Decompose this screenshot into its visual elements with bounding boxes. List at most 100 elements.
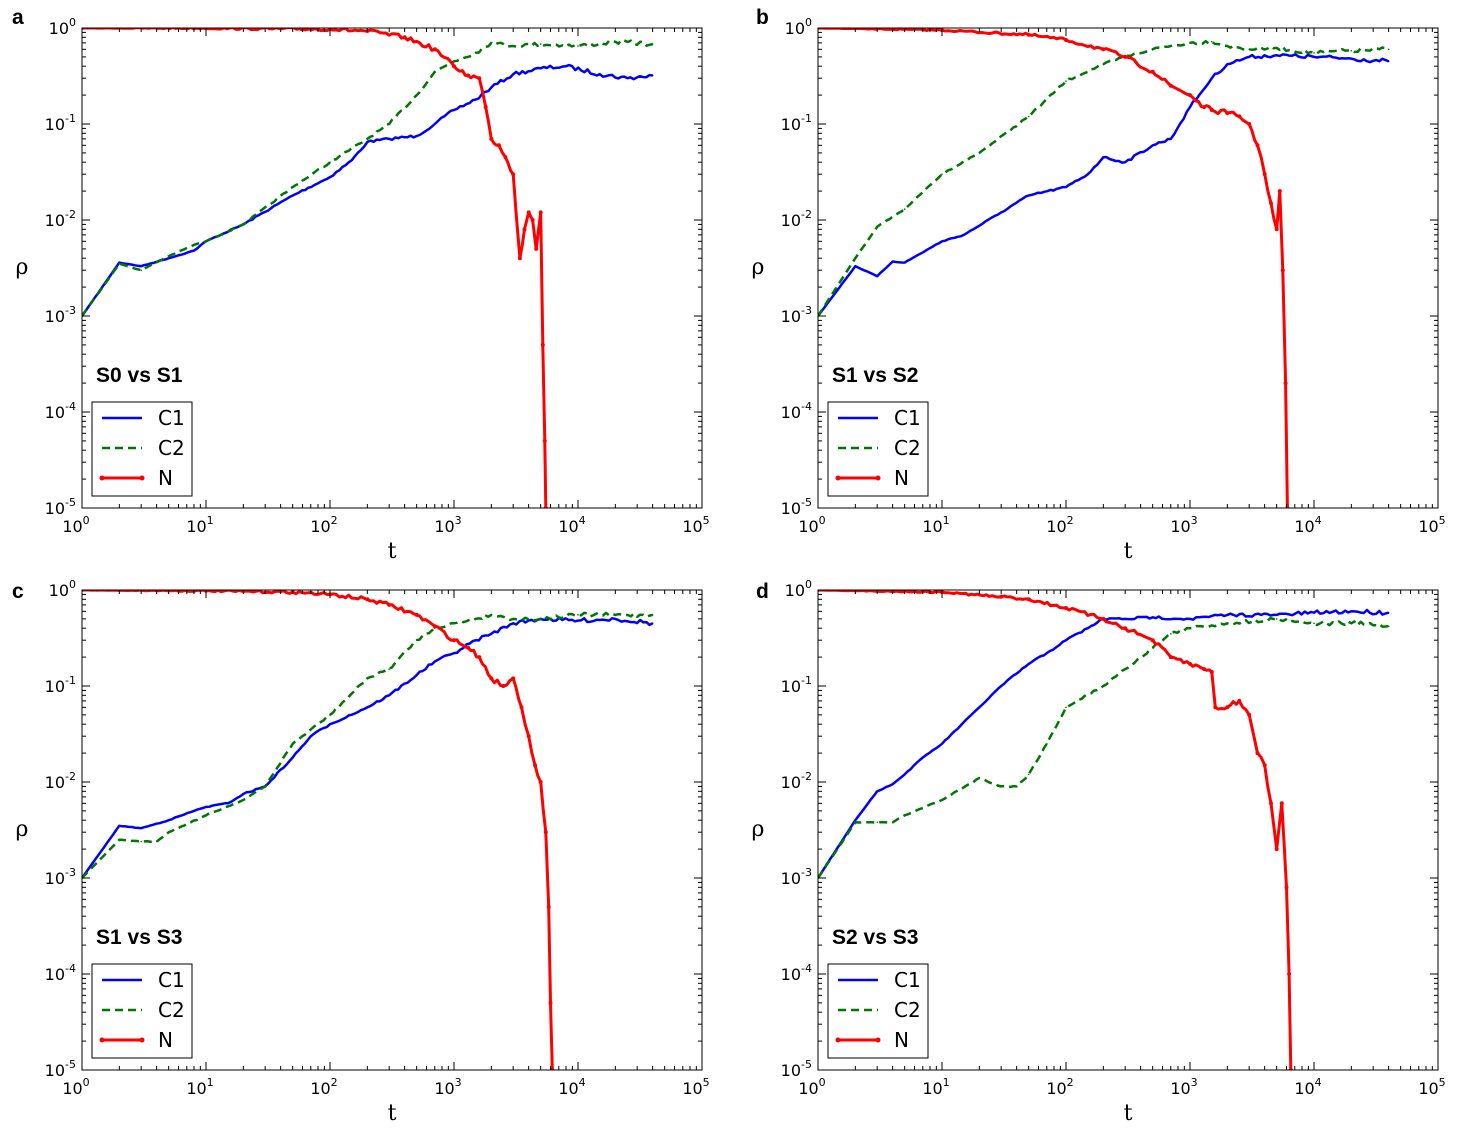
data-point-c2 — [651, 614, 654, 616]
data-point-c1 — [366, 706, 369, 709]
data-point-c2 — [205, 240, 207, 243]
data-point-c1 — [291, 756, 294, 759]
y-tick-label: 10-4 — [45, 400, 76, 422]
data-point-c1 — [140, 827, 142, 829]
data-point-c1 — [854, 819, 857, 821]
panel-letter: b — [756, 6, 769, 29]
data-point-c1 — [876, 790, 878, 793]
data-point-c1 — [118, 825, 121, 827]
data-point-n — [452, 638, 456, 643]
panel-letter: a — [12, 6, 24, 29]
data-point-c2 — [1387, 625, 1390, 627]
data-point-c2 — [577, 614, 579, 616]
data-point-c1 — [490, 86, 493, 89]
data-point-c2 — [366, 138, 369, 140]
data-point-n — [501, 684, 506, 688]
panel-annotation: S1 vs S2 — [832, 364, 918, 387]
plot-frame — [81, 589, 703, 1071]
legend-marker — [139, 1037, 145, 1043]
panel-d: d 100 101 102 103 104 105 10-5 10-4 10-3 10-2 10-1 1… — [752, 578, 1446, 1126]
data-point-c2 — [1102, 685, 1105, 687]
data-point-c2 — [1313, 622, 1315, 625]
data-point-n — [1262, 172, 1267, 177]
legend-marker — [835, 1037, 841, 1043]
data-point-c2 — [614, 40, 617, 43]
data-point-n — [533, 763, 537, 768]
data-point-c2 — [1226, 45, 1229, 47]
data-point-n — [1279, 801, 1284, 806]
data-point-n — [432, 624, 437, 629]
data-point-c1 — [351, 159, 353, 161]
panel-annotation: S2 vs S3 — [832, 926, 918, 949]
x-tick-label: 101 — [922, 514, 949, 536]
legend-marker — [139, 475, 145, 481]
legend-marker — [99, 1037, 105, 1043]
data-point-n — [1247, 712, 1252, 717]
data-point-c2 — [490, 614, 493, 616]
data-point-n — [540, 342, 545, 347]
data-point-c2 — [453, 622, 455, 625]
x-tick-label: 100 — [62, 514, 89, 536]
data-point-c1 — [1387, 611, 1390, 614]
data-point-c2 — [388, 668, 391, 670]
data-point-c1 — [854, 265, 857, 268]
data-point-n — [1237, 698, 1242, 703]
y-tick-label: 10-5 — [781, 1058, 812, 1080]
data-point-c2 — [1170, 633, 1172, 635]
data-point-n — [542, 438, 547, 443]
data-point-c2 — [876, 226, 878, 228]
data-point-c1 — [475, 639, 477, 641]
data-point-c2 — [1387, 48, 1390, 51]
data-point-c1 — [903, 773, 906, 776]
data-point-c2 — [1046, 743, 1048, 745]
y-tick-label: 10-5 — [45, 496, 76, 518]
data-point-c2 — [1226, 622, 1229, 625]
data-point-c2 — [1248, 48, 1250, 51]
data-point-c1 — [167, 257, 170, 260]
data-point-c1 — [1151, 616, 1154, 619]
data-point-n — [1150, 638, 1155, 643]
data-point-n — [1283, 381, 1288, 386]
data-point-n — [1274, 847, 1279, 852]
data-point-n — [519, 705, 524, 710]
data-point-n — [1277, 189, 1282, 194]
data-point-c1 — [539, 67, 542, 70]
data-point-c1 — [434, 660, 436, 663]
legend-label: N — [894, 466, 909, 490]
data-point-n — [1064, 606, 1068, 610]
data-point-c1 — [1102, 156, 1105, 159]
series-line-c2 — [818, 616, 1389, 879]
data-point-c2 — [475, 52, 477, 54]
data-point-c1 — [1065, 186, 1067, 188]
y-tick-label: 10-5 — [781, 496, 812, 518]
data-point-n — [1064, 38, 1068, 42]
data-point-c2 — [539, 43, 542, 45]
data-point-c1 — [1350, 57, 1353, 60]
data-point-n — [1101, 47, 1106, 52]
x-tick-label: 103 — [434, 514, 461, 536]
y-tick-label: 10-3 — [781, 304, 812, 326]
data-point-c1 — [1000, 211, 1002, 214]
data-point-c1 — [978, 706, 981, 709]
legend: C1 C2 N — [827, 401, 929, 497]
data-point-c2 — [1275, 618, 1278, 620]
data-point-n — [1150, 69, 1155, 74]
data-point-c1 — [1248, 56, 1250, 58]
data-point-n — [1274, 227, 1279, 232]
data-point-c2 — [876, 821, 878, 824]
data-point-c2 — [539, 618, 542, 620]
x-tick-label: 105 — [682, 514, 709, 536]
series-line-c1 — [818, 608, 1390, 879]
data-point-c1 — [193, 810, 195, 812]
data-point-c1 — [453, 652, 455, 654]
data-point-c1 — [475, 98, 477, 101]
data-point-n — [466, 645, 471, 650]
x-axis-label: t — [388, 539, 397, 564]
x-tick-label: 105 — [682, 1076, 709, 1098]
x-tick-label: 102 — [1046, 514, 1073, 536]
x-tick-label: 104 — [1294, 1076, 1321, 1098]
data-point-c2 — [329, 714, 331, 716]
data-point-c2 — [1350, 49, 1353, 52]
data-point-c2 — [415, 94, 418, 96]
x-tick-label: 104 — [558, 514, 585, 536]
